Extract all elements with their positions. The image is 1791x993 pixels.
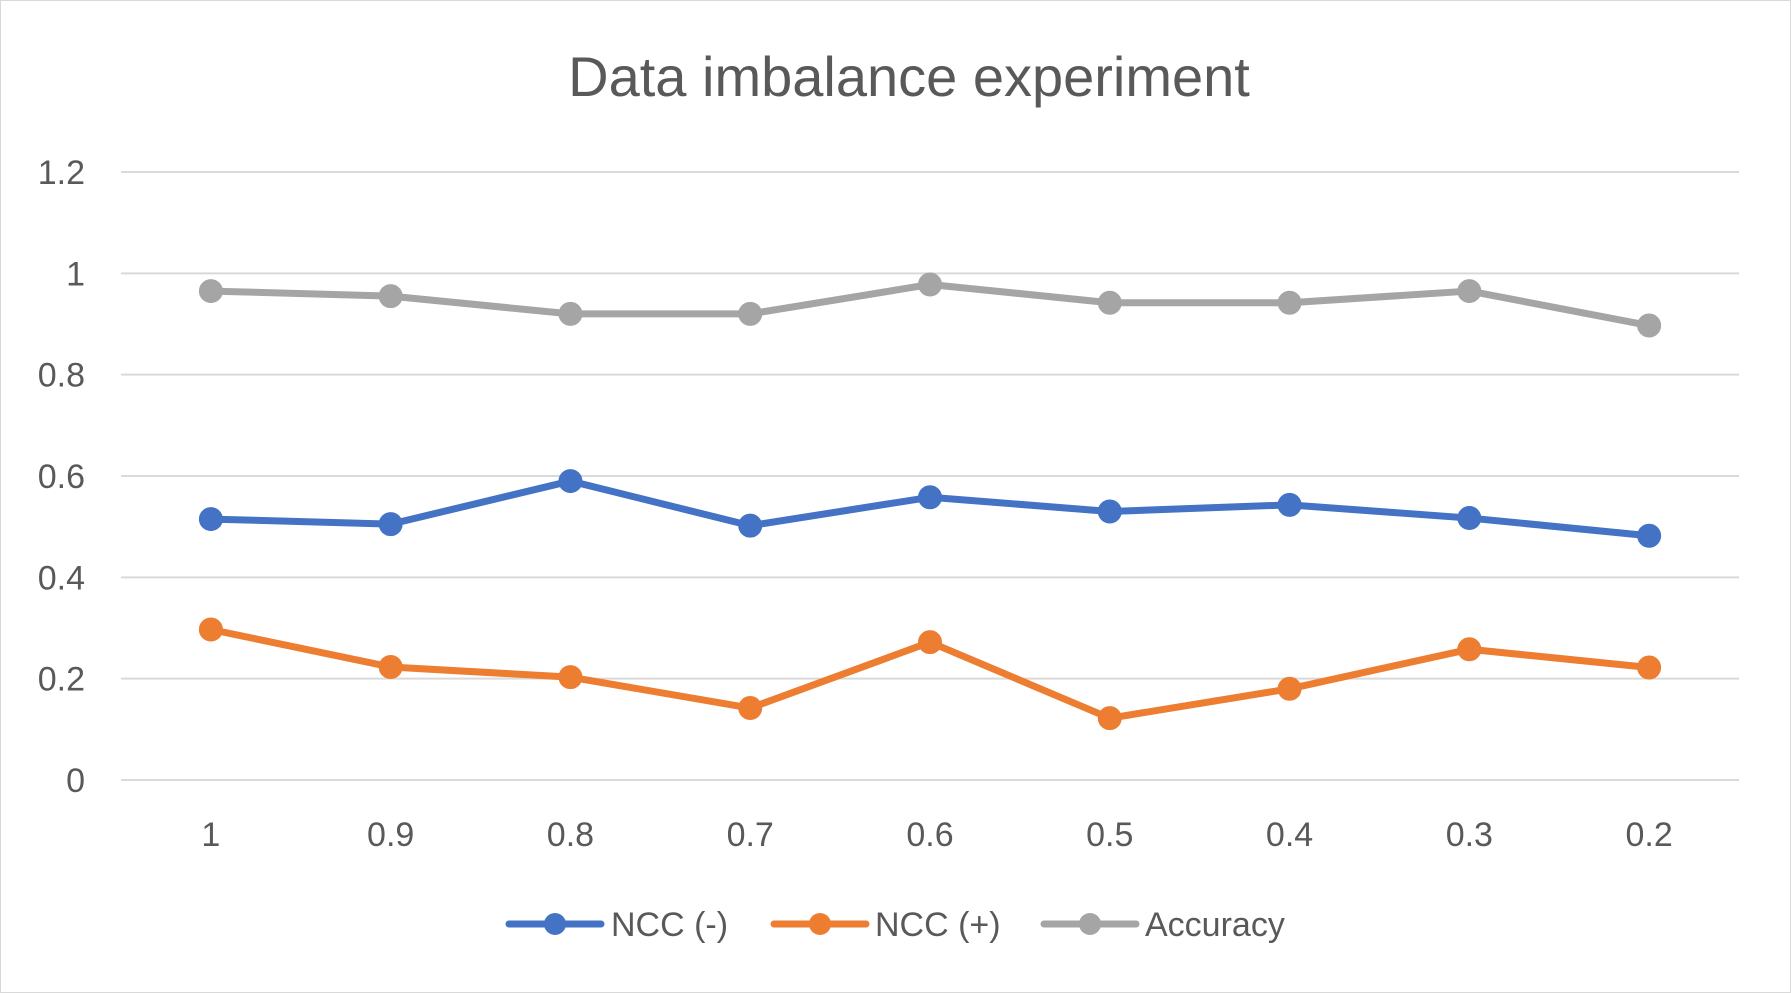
x-tick-label: 0.3 <box>1446 816 1493 854</box>
legend-marker <box>544 913 566 935</box>
data-point <box>198 279 223 304</box>
data-point <box>1277 492 1302 517</box>
x-tick-label: 0.2 <box>1625 816 1672 854</box>
y-tick-label: 0.4 <box>38 559 85 597</box>
data-point <box>1097 499 1122 524</box>
x-tick-label: 0.5 <box>1086 816 1133 854</box>
data-point <box>738 513 763 538</box>
data-point <box>1097 290 1122 315</box>
legend: NCC (-) NCC (+) Accuracy <box>505 906 1285 944</box>
legend-item: NCC (-) <box>505 906 728 944</box>
data-point <box>1457 506 1482 531</box>
series-ncc <box>198 617 1662 731</box>
data-point <box>198 617 223 642</box>
data-point <box>1457 637 1482 662</box>
x-tick-label: 0.4 <box>1266 816 1313 854</box>
data-point <box>1277 290 1302 315</box>
data-point <box>918 630 942 655</box>
data-point <box>918 485 942 510</box>
gridlines <box>121 171 1739 781</box>
x-tick-label: 1 <box>201 816 220 854</box>
series-ncc <box>198 469 1662 548</box>
x-axis-ticks: 1 0.9 0.8 0.7 0.6 0.5 0.4 0.3 0.2 <box>201 816 1672 854</box>
data-point <box>558 301 583 326</box>
y-tick-label: 0 <box>66 762 85 800</box>
data-point <box>1637 655 1662 680</box>
y-tick-label: 1 <box>66 255 85 293</box>
legend-label: NCC (+) <box>875 906 1001 944</box>
data-point <box>738 696 763 721</box>
y-tick-label: 0.8 <box>38 357 85 395</box>
series-accuracy <box>198 272 1662 338</box>
data-point <box>1277 676 1302 701</box>
data-point <box>1637 313 1662 338</box>
data-point <box>1637 523 1662 548</box>
y-tick-label: 0.2 <box>38 661 85 699</box>
data-point <box>558 665 583 690</box>
legend-label: NCC (-) <box>611 906 728 944</box>
chart-title: Data imbalance experiment <box>568 45 1250 108</box>
legend-item: Accuracy <box>1040 906 1285 944</box>
data-point <box>558 469 583 494</box>
data-point <box>378 284 403 309</box>
legend-marker <box>809 913 831 935</box>
data-point <box>738 301 763 326</box>
y-tick-label: 1.2 <box>38 154 85 192</box>
y-tick-label: 0.6 <box>38 458 85 496</box>
series-group <box>198 272 1662 731</box>
legend-item: NCC (+) <box>770 906 1001 944</box>
x-tick-label: 0.8 <box>547 816 594 854</box>
legend-label: Accuracy <box>1145 906 1285 944</box>
data-point <box>378 655 403 680</box>
y-axis-ticks: 0 0.2 0.4 0.6 0.8 1 1.2 <box>38 154 85 800</box>
x-tick-label: 0.7 <box>727 816 774 854</box>
x-tick-label: 0.9 <box>367 816 414 854</box>
data-point <box>1097 706 1122 731</box>
data-point <box>1457 279 1482 304</box>
data-point <box>378 512 403 537</box>
x-tick-label: 0.6 <box>906 816 953 854</box>
data-point <box>198 507 223 532</box>
data-point <box>918 272 942 297</box>
legend-marker <box>1079 913 1101 935</box>
